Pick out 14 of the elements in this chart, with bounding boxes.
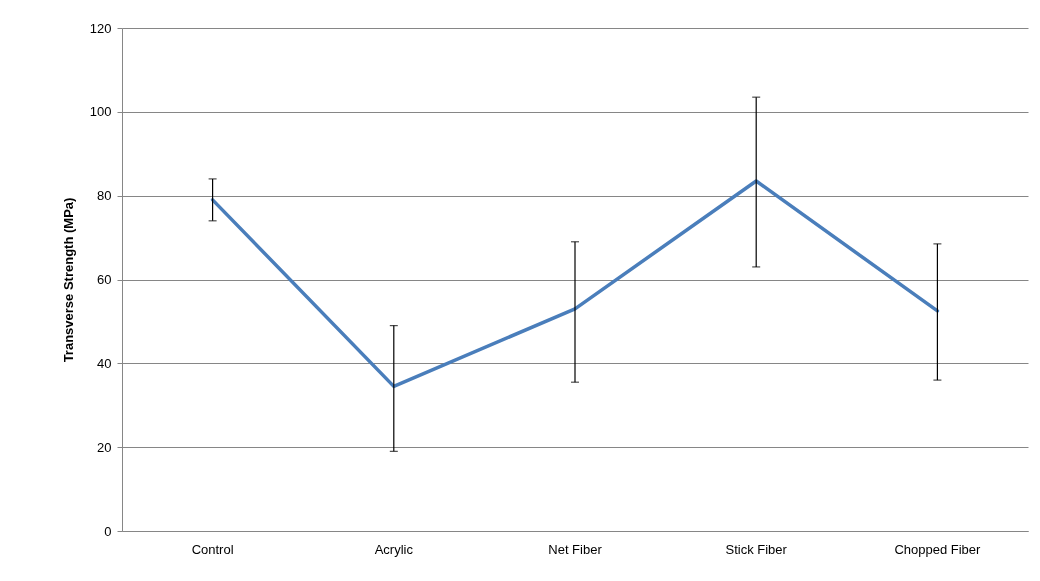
y-tick-label: 60 xyxy=(97,272,112,287)
x-tick-label: Net Fiber xyxy=(548,541,603,557)
y-tick-label: 20 xyxy=(97,439,112,455)
x-tick-label: Acrylic xyxy=(374,541,414,557)
y-tick-label: 0 xyxy=(104,523,112,539)
x-tick-label: Control xyxy=(191,541,234,557)
y-tick-label: 120 xyxy=(89,20,112,36)
y-tick-label: 80 xyxy=(97,188,112,204)
line-series xyxy=(210,179,940,389)
y-tick-label: 100 xyxy=(89,104,112,120)
x-tick-label: Stick Fiber xyxy=(725,541,788,557)
x-tick-label: Chopped Fiber xyxy=(894,541,982,557)
y-axis-title: Transverse Strength (MPa) xyxy=(60,197,76,363)
y-tick-label: 40 xyxy=(97,355,112,371)
